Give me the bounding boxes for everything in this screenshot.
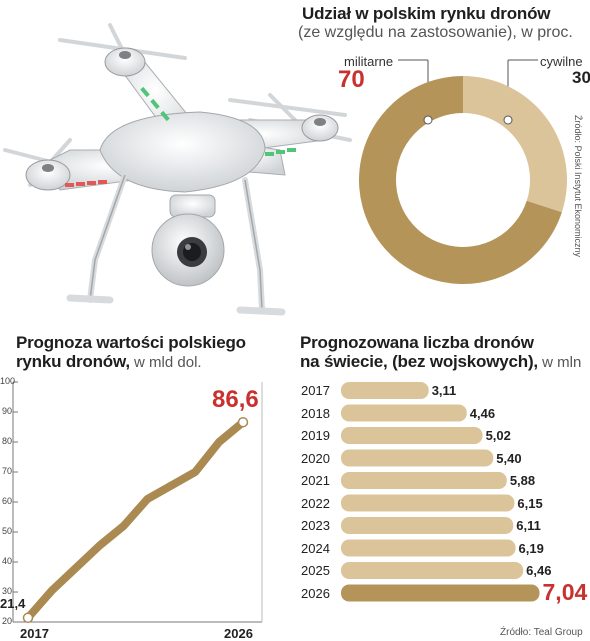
- bar-2023: [341, 517, 514, 534]
- leader-dot-cywilne: [503, 115, 513, 125]
- line-end-marker: [237, 416, 249, 428]
- donut-title: Udział w polskim rynku dronów: [302, 4, 551, 23]
- bar-category-label: 2026: [301, 585, 330, 601]
- bars-title-1: Prognozowana liczba dronów: [300, 333, 534, 352]
- line-title-bold: rynku dronów,: [16, 352, 130, 371]
- bar-category-label: 2023: [301, 518, 330, 533]
- bar-category-label: 2017: [301, 383, 330, 398]
- bar-2020: [341, 449, 494, 467]
- line-title-1: Prognoza wartości polskiego: [16, 333, 246, 352]
- bar-category-label: 2024: [301, 540, 330, 556]
- line-start-value: 21,4: [0, 596, 26, 611]
- donut-label-militarne: militarne: [344, 54, 394, 69]
- bar-2018: [341, 404, 467, 422]
- bar-category-label: 2021: [301, 473, 330, 488]
- bar-2021: [341, 472, 507, 489]
- bar-category-label: 2018: [301, 405, 330, 421]
- bar-value-label: 3,11: [431, 383, 457, 398]
- line-y-tick-label: 40: [1, 556, 12, 566]
- bar-2019: [341, 427, 483, 444]
- bar-value-label: 4,46: [469, 405, 496, 421]
- bar-category-label: 2019: [301, 428, 330, 443]
- bar-category-label: 2020: [301, 450, 330, 466]
- line-x-tick-2017: 2017: [20, 626, 49, 641]
- bar-2017: [341, 382, 429, 399]
- line-end-value: 86,6: [212, 386, 259, 413]
- line-y-tick-label: 90: [1, 406, 12, 416]
- line-y-tick-label: 60: [1, 496, 12, 506]
- donut-chart: [358, 59, 567, 284]
- donut-slice-militarne: [358, 76, 562, 284]
- donut-value-cywilne: 30: [572, 68, 590, 87]
- bar-value-label: 5,88: [509, 473, 536, 488]
- leader-dot-militarne: [423, 115, 433, 125]
- donut-subtitle: (ze względu na zastosowanie), w proc.: [298, 24, 573, 41]
- donut-slice-cywilne: [463, 76, 567, 213]
- line-y-tick-label: 50: [1, 526, 12, 536]
- bar-value-label: 5,40: [496, 450, 522, 466]
- bars-source: Źródło: Teal Group: [500, 627, 583, 638]
- line-title-2: rynku dronów, w mld dol.: [16, 352, 202, 372]
- bar-value-label: 5,02: [485, 428, 511, 443]
- line-series: [24, 418, 247, 622]
- line-y-tick-label: 80: [1, 436, 12, 446]
- line-y-tick-label: 30: [1, 586, 12, 596]
- bars-title-bold: na świecie, (bez wojskowych),: [300, 352, 538, 371]
- drone-illustration: [3, 23, 352, 316]
- bars-title-unit: w mln: [537, 354, 582, 371]
- line-y-tick-label: 70: [1, 466, 12, 476]
- bar-2022: [341, 494, 515, 512]
- bar-category-label: 2025: [301, 563, 330, 578]
- bar-2026: [341, 584, 540, 602]
- bar-value-label: 6,15: [517, 495, 543, 511]
- line-start-marker: [22, 612, 34, 624]
- bar-2024: [341, 539, 516, 557]
- bar-2025: [341, 562, 524, 579]
- line-title-unit: w mld dol.: [129, 354, 202, 371]
- donut-label-cywilne: cywilne: [540, 54, 583, 69]
- line-y-tick-label: 20: [1, 616, 12, 626]
- bar-category-label: 2022: [301, 495, 330, 511]
- bar-value-label: 6,46: [526, 563, 552, 578]
- line-y-tick-label: 100: [0, 376, 16, 386]
- donut-value-militarne: 70: [338, 66, 365, 93]
- bar-value-label: 6,11: [516, 518, 541, 533]
- bars-title-2: na świecie, (bez wojskowych), w mln: [300, 352, 581, 372]
- bar-value-label: 6,19: [518, 540, 544, 556]
- bar-value-label: 7,04: [542, 578, 588, 605]
- line-x-tick-2026: 2026: [224, 626, 253, 641]
